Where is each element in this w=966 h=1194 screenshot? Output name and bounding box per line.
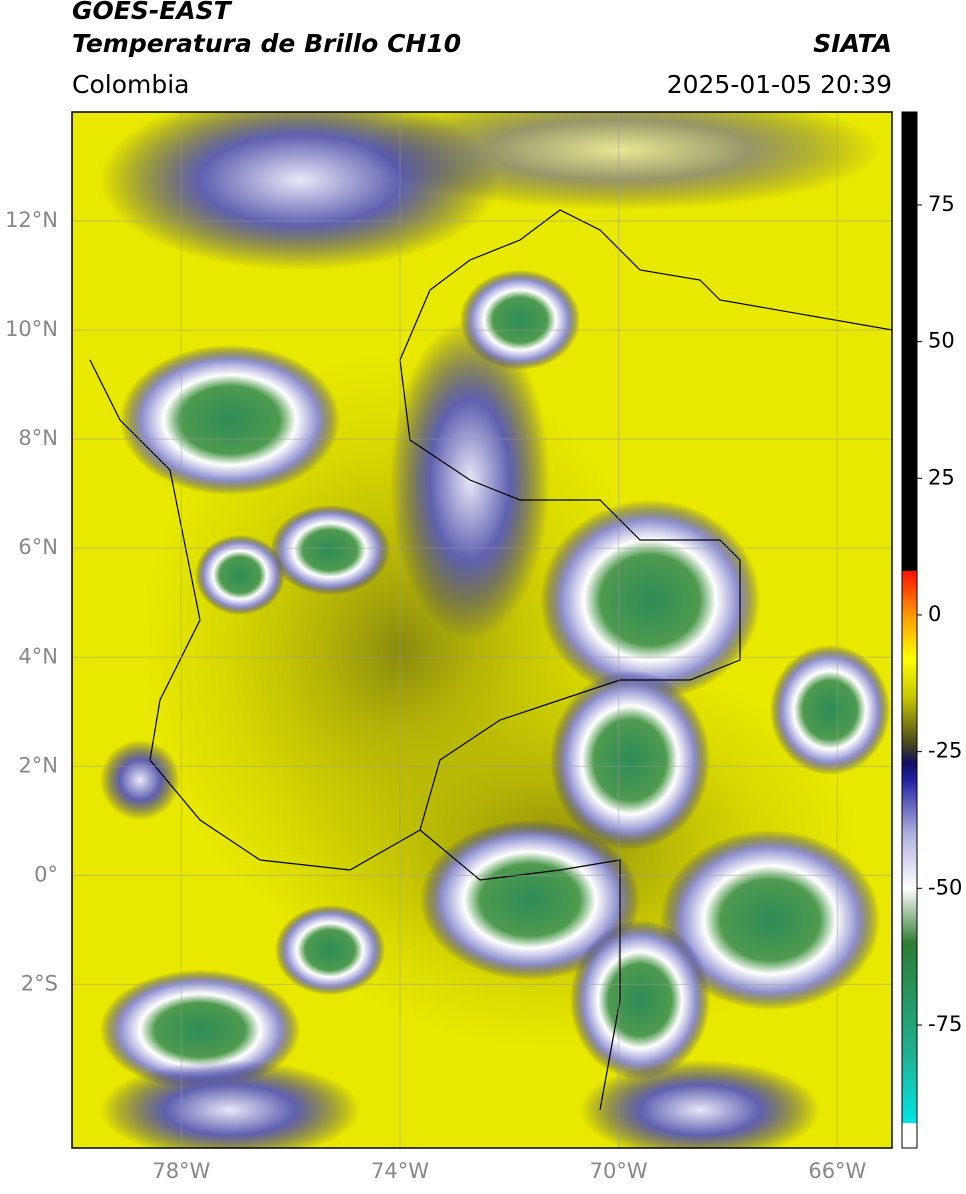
lon-tick-label: 78°W xyxy=(152,1159,210,1183)
lat-tick-label: 2°N xyxy=(18,753,58,777)
map-frame xyxy=(71,111,893,1149)
region: Colombia xyxy=(72,70,189,99)
grid xyxy=(72,112,892,1148)
lat-tick-label: 4°N xyxy=(18,644,58,668)
product: Temperatura de Brillo CH10 xyxy=(72,29,461,58)
source: SIATA xyxy=(813,29,892,58)
imagery xyxy=(72,112,892,1148)
lon-tick-label: 70°W xyxy=(590,1159,648,1183)
colorbar-tick-label: 75 xyxy=(928,192,955,216)
lat-tick-label: 12°N xyxy=(5,208,58,232)
colorbar-tick-label: 0 xyxy=(928,602,941,626)
colorbar xyxy=(901,111,918,1149)
lon-tick-label: 74°W xyxy=(371,1159,429,1183)
colorbar-tick-label: -50 xyxy=(928,875,962,899)
lon-tick-label: 66°W xyxy=(808,1159,866,1183)
datetime: 2025-01-05 20:39 xyxy=(667,70,892,99)
lat-tick-label: 10°N xyxy=(5,317,58,341)
colorbar-tick-label: -75 xyxy=(928,1012,962,1036)
lat-tick-label: 2°S xyxy=(21,971,58,995)
colorbar-tick-label: -25 xyxy=(928,739,962,763)
lat-tick-label: 6°N xyxy=(18,535,58,559)
satellite: GOES-EAST xyxy=(72,0,233,25)
colorbar-tick-label: 50 xyxy=(928,329,955,353)
lat-tick-label: 8°N xyxy=(18,426,58,450)
lat-tick-label: 0° xyxy=(34,862,58,886)
colorbar-tick-label: 25 xyxy=(928,465,955,489)
